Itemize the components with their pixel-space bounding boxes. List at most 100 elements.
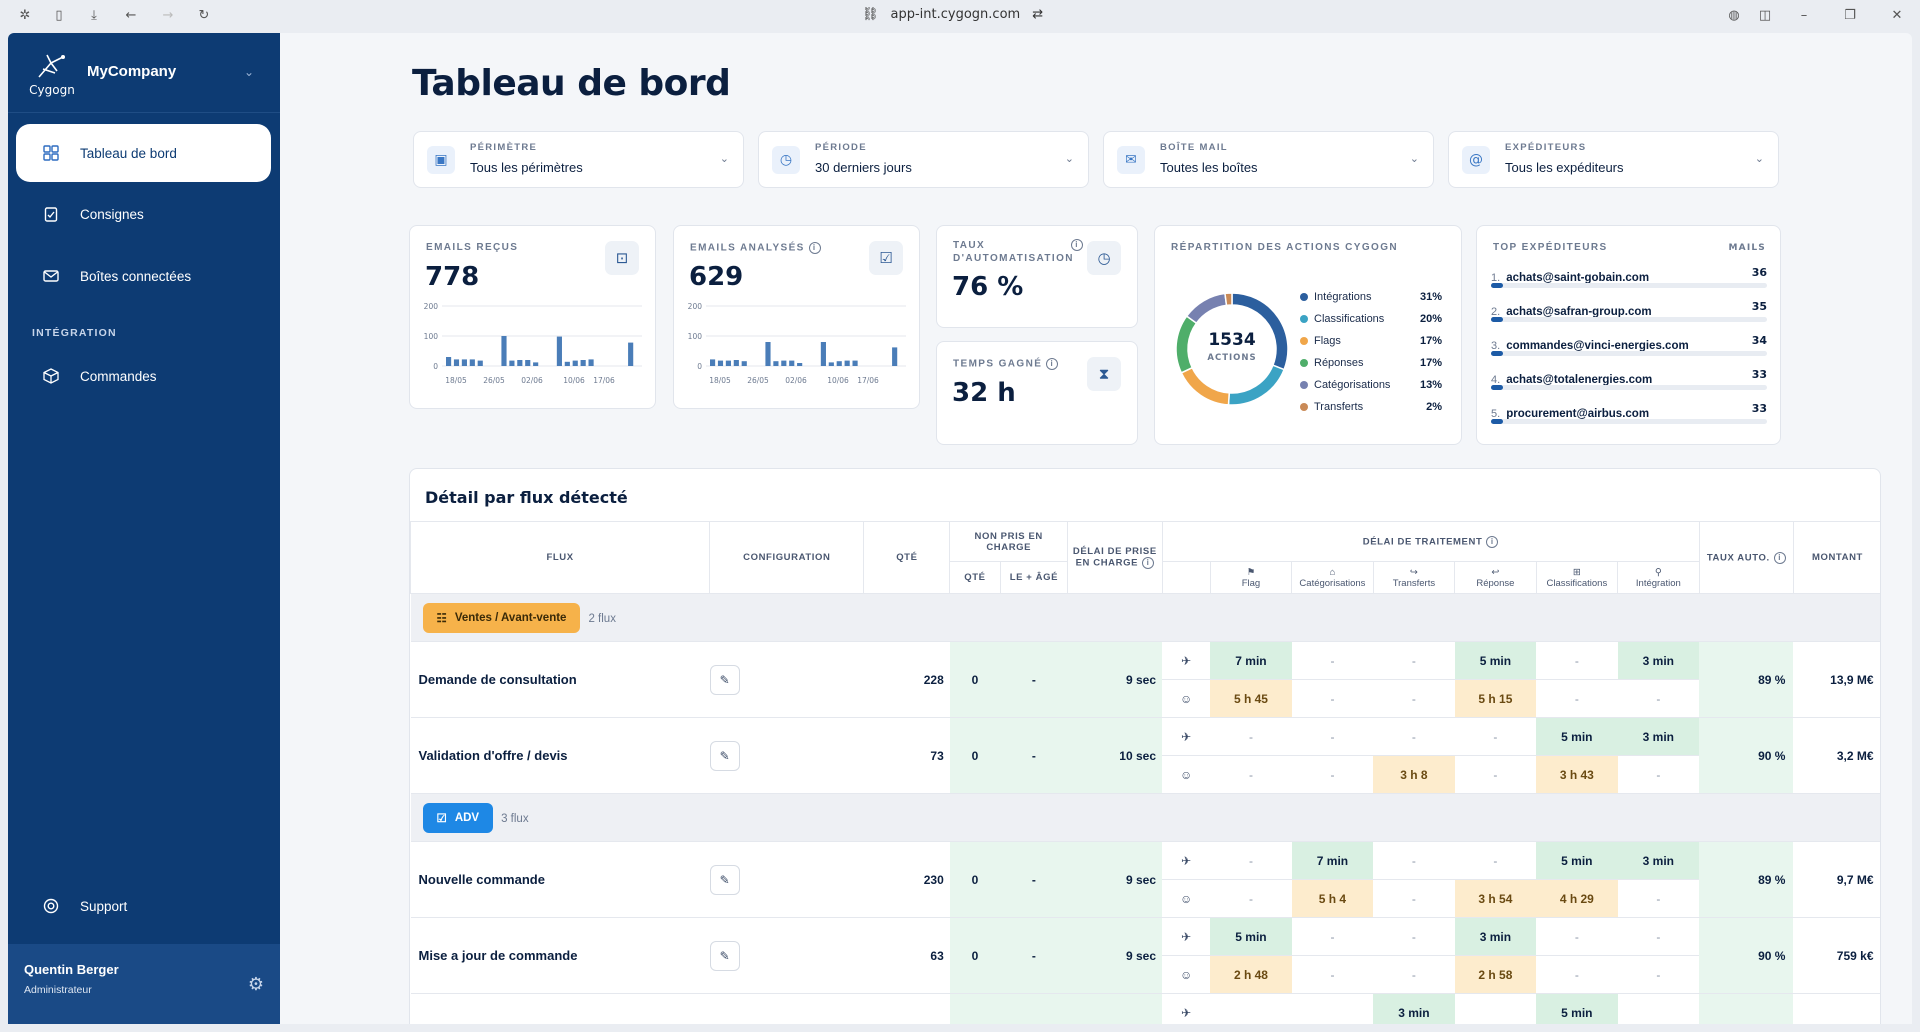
sidebar-item-boites-connectees[interactable]: Boîtes connectées [16,247,271,305]
automation-config-icon[interactable]: ✎ [709,864,740,895]
auto-delay-cell: 5 min [1536,993,1618,1024]
app-window: Cygogn MyCompany ⌄ Tableau de bord Consi… [8,33,1912,1024]
gear-icon[interactable]: ⚙ [247,974,264,995]
sidebar-item-tableau-de-bord[interactable]: Tableau de bord [16,124,271,182]
reload-icon[interactable]: ↻ [198,8,210,23]
forward-icon: ↪ [1409,566,1418,578]
human-delay-cell: 5 h 15 [1454,679,1537,718]
legend-percent: 17% [1419,357,1442,369]
forward-icon[interactable]: → [162,8,174,23]
sidebar-item-commandes[interactable]: Commandes [16,347,271,405]
tune-icon[interactable]: ⇄ [1032,7,1044,22]
list-item[interactable]: 4. achats@totalenergies.com 33 [1491,368,1767,402]
sidebar-item-consignes[interactable]: Consignes [16,185,271,243]
list-item[interactable]: 1. achats@saint-gobain.com 36 [1491,266,1767,300]
taux-value: 89 % [1699,641,1794,718]
auto-delay-cell: - [1536,917,1618,956]
automation-config-icon[interactable]: ✎ [709,664,740,695]
company-name[interactable]: MyCompany [87,63,177,80]
kpi-label: EMAILS REÇUS [426,242,519,253]
sidebar-section-label: INTÉGRATION [32,327,117,339]
sidebar-item-support[interactable]: Support [16,877,271,935]
table-row[interactable]: ✈ 3 min 5 min [410,993,1880,1024]
legend-item: Réponses 17% [1300,352,1442,374]
info-icon[interactable]: i [1142,557,1155,569]
legend-percent: 31% [1419,291,1442,303]
auto-delay-cell: - [1536,641,1618,680]
address-bar[interactable]: ⛓ app-int.cygogn.com ⇄ [862,7,1043,22]
flux-name[interactable] [410,993,710,1024]
auto-delay-cell: - [1373,917,1455,956]
auto-delay-cell: - [1454,717,1537,756]
cygogn-logo-icon [38,54,65,78]
info-icon[interactable]: i [1773,551,1786,564]
bar [717,360,724,366]
list-item[interactable]: 3. commandes@vinci-energies.com 34 [1491,334,1767,368]
header-montant: MONTANT [1792,521,1880,594]
chevron-down-icon[interactable]: ⌄ [244,65,255,79]
sidebar-toggle-icon[interactable]: ▯ [55,8,63,23]
rank: 2. [1491,306,1501,318]
main-content: Tableau de bord ▣ PÉRIMÈTRE Tous les pér… [280,33,1912,1024]
delai-prise-value: 9 sec [1067,641,1162,718]
emails-analyses-chart: 200 100 0 18/05 26/05 02/06 10/06 17/06 [688,302,906,385]
group-cell: ☑ ADV 3 flux [410,793,1880,842]
restore-icon[interactable]: ❐ [1844,8,1856,23]
rank: 4. [1491,374,1501,386]
flux-name[interactable]: Mise a jour de commande [410,917,710,994]
header-kind-spacer [1161,561,1211,594]
info-icon[interactable]: i [1071,239,1084,252]
close-icon[interactable]: ✕ [1891,8,1903,23]
group-badge[interactable]: ☑ ADV [422,802,494,833]
group-badge[interactable]: ☷ Ventes / Avant-vente [422,602,581,633]
header-text: Flag [1241,577,1261,589]
bar [789,360,795,366]
header-reponse: ↩ Réponse [1454,561,1537,594]
filter-perimetre[interactable]: ▣ PÉRIMÈTRE Tous les périmètres ⌄ [413,131,744,188]
flux-name[interactable]: Nouvelle commande [410,841,710,918]
table-row[interactable]: Validation d'offre / devis ✎ 73 0-10 sec ✈ - -… [410,717,1880,794]
human-delay-cell: - [1536,955,1618,994]
list-item[interactable]: 5. procurement@airbus.com 33 [1491,402,1767,436]
flux-name[interactable]: Demande de consultation [410,641,710,718]
reply-icon: ↩ [1491,566,1500,578]
kpi-value: 778 [425,262,480,292]
header-np-age: LE + ÂGÉ [999,561,1069,594]
bar [781,360,787,366]
mail-icon [42,267,60,285]
filter-periode[interactable]: ◷ PÉRIODE 30 derniers jours ⌄ [758,131,1089,188]
table-row[interactable]: Mise a jour de commande ✎ 63 0-9 sec ✈ 5 min -… [410,917,1880,994]
info-icon[interactable]: i [1486,535,1499,548]
download-icon[interactable]: ⤓ [91,8,97,23]
table-row[interactable]: Demande de consultation ✎ 228 0-9 sec ✈ 7 min… [410,641,1880,718]
globe-icon[interactable]: ◍ [1728,8,1740,23]
automation-config-icon[interactable]: ✎ [709,740,740,771]
filter-value: 30 derniers jours [815,160,912,175]
table-row[interactable]: Nouvelle commande ✎ 230 0-9 sec ✈ -7 min - -5 m… [410,841,1880,918]
filter-value: Tous les périmètres [470,160,583,175]
montant-value [1793,993,1880,1024]
group-count: 3 flux [501,812,529,825]
filter-boite-mail[interactable]: ✉ BOÎTE MAIL Toutes les boîtes ⌄ [1103,131,1434,188]
flux-name[interactable]: Validation d'offre / devis [410,717,710,794]
logo[interactable]: Cygogn [28,51,76,97]
extensions-icon[interactable]: ✲ [19,8,31,23]
minimize-icon[interactable]: – [1800,8,1808,23]
x-tick-label: 26/05 [483,376,505,385]
automation-config-icon[interactable]: ✎ [709,940,740,971]
header-qte: QTÉ [863,521,951,594]
config-cell: ✎ [709,641,864,718]
legend-dot [1300,403,1308,411]
human-delay-cell: 2 h 58 [1454,955,1537,994]
filter-expediteurs[interactable]: @ EXPÉDITEURS Tous les expéditeurs ⌄ [1448,131,1779,188]
human-delay-cell: - [1536,679,1618,718]
auto-delay-cell: - [1454,841,1537,880]
back-icon[interactable]: ← [125,8,137,23]
info-icon[interactable]: i [1046,358,1059,370]
split-view-icon[interactable]: ◫ [1758,8,1772,23]
list-item[interactable]: 2. achats@safran-group.com 35 [1491,300,1767,334]
np-qte-value: 0 [949,717,1001,794]
info-icon[interactable]: i [808,242,821,254]
mail-icon: ✉ [1117,146,1145,174]
legend-percent: 13% [1419,379,1442,391]
